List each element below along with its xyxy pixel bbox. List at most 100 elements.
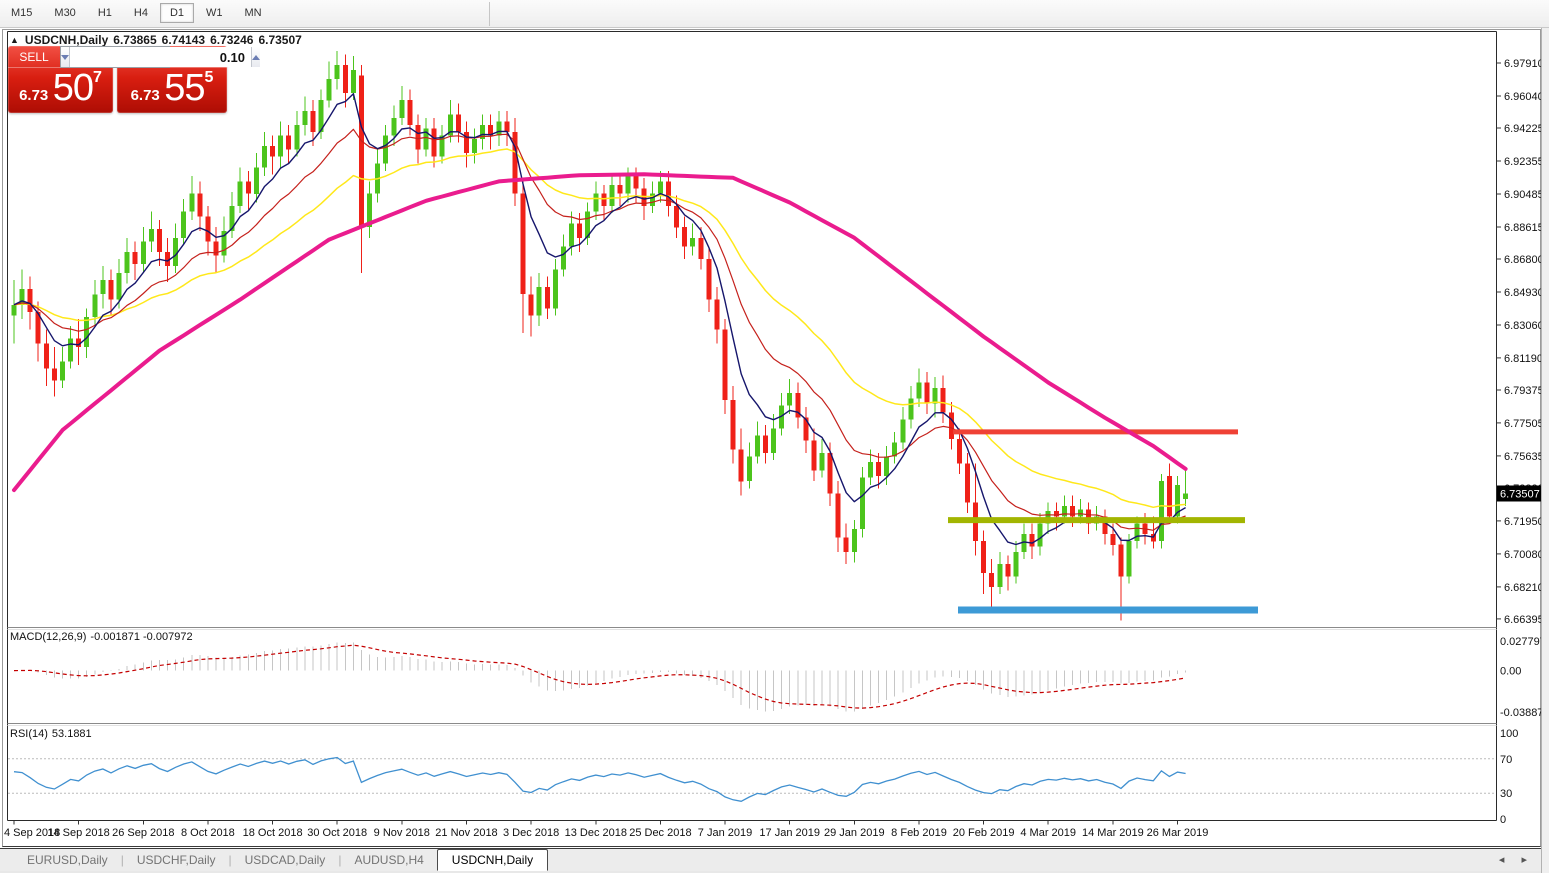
timeframe-button-m15[interactable]: M15 [11,7,33,19]
svg-text:6.79375: 6.79375 [1504,385,1541,397]
svg-text:26 Mar 2019: 26 Mar 2019 [1147,827,1209,839]
svg-text:6.66395: 6.66395 [1504,614,1541,626]
timeframe-toolbar: M15 M30 H1 H4 D1 W1 MN [0,0,1549,28]
svg-text:6.83060: 6.83060 [1504,320,1541,332]
svg-text:6.86800: 6.86800 [1504,254,1541,266]
sell-button[interactable]: SELL [19,50,49,64]
svg-text:4 Mar 2019: 4 Mar 2019 [1020,827,1076,839]
chart-tab-usdcad[interactable]: USDCAD,Daily [244,853,326,867]
svg-text:70: 70 [1500,754,1512,766]
toolbar-separator [489,2,490,26]
timeframe-button-m30[interactable]: M30 [54,7,76,19]
sell-panel: SELL 6.73 507 [8,46,113,113]
ohlc-low: 6.73246 [210,33,254,47]
ma-mid-red [13,128,1186,531]
svg-text:8 Feb 2019: 8 Feb 2019 [891,827,947,839]
rsi-indicator-label: RSI(14) 53.1881 [10,728,96,740]
svg-text:6.92355: 6.92355 [1504,156,1541,168]
chart-tab-eurusd[interactable]: EURUSD,Daily [27,853,108,867]
svg-text:8 Oct 2018: 8 Oct 2018 [181,827,235,839]
svg-text:17 Jan 2019: 17 Jan 2019 [759,827,820,839]
ohlc-open: 6.73865 [113,33,157,47]
macd-panel [13,642,1187,712]
svg-text:18 Oct 2018: 18 Oct 2018 [243,827,303,839]
chart-tab-bar: EURUSD,Daily | USDCHF,Daily | USDCAD,Daily | A… [0,848,1541,871]
rsi-panel [8,756,1496,802]
one-click-trade-panel: SELL 6.73 507 BUY 6.73 555 [8,46,260,113]
macd-name: MACD(12,26,9) [10,631,87,643]
volume-increase-button[interactable] [251,47,260,67]
chart-tab-audusd[interactable]: AUDUSD,H4 [354,853,424,867]
timeframe-button-d1[interactable]: D1 [159,3,194,23]
svg-text:6.96040: 6.96040 [1504,91,1541,103]
tab-separator: | [338,853,342,867]
chart-tab-usdcnh[interactable]: USDCNH,Daily [436,849,549,871]
volume-input[interactable] [70,47,251,67]
svg-text:0.00: 0.00 [1500,666,1521,678]
timeframe-button-h4[interactable]: H4 [133,7,148,19]
buy-price-prefix: 6.73 [130,87,160,104]
chevron-down-icon [61,54,69,60]
svg-text:6.97910: 6.97910 [1504,58,1541,70]
svg-text:6.73507: 6.73507 [1500,489,1540,501]
svg-text:-0.038875: -0.038875 [1500,707,1541,719]
buy-price-sup: 5 [204,69,214,86]
macd-signal-line [13,644,1186,709]
tab-scroll-right-button[interactable]: ▸ [1521,854,1527,866]
buy-price[interactable]: 6.73 555 [117,68,227,110]
timeframe-button-h1[interactable]: H1 [97,7,112,19]
tab-separator: | [120,853,124,867]
svg-text:4 Sep 2018: 4 Sep 2018 [4,827,60,839]
svg-text:14 Sep 2018: 14 Sep 2018 [47,827,109,839]
panel-borders [2,29,1541,847]
chart-window: 6.97910 6.96040 6.94225 6.92355 6.90485 6.886… [0,28,1541,848]
main-price-panel [11,50,1258,621]
chart-tab-usdchf[interactable]: USDCHF,Daily [136,853,216,867]
svg-text:21 Nov 2018: 21 Nov 2018 [435,827,497,839]
ma-fast-navy [13,92,1186,546]
ohlc-close: 6.73507 [258,33,302,47]
svg-text:30 Oct 2018: 30 Oct 2018 [307,827,367,839]
svg-text:13 Dec 2018: 13 Dec 2018 [565,827,627,839]
timeframe-button-mn[interactable]: MN [244,7,262,19]
buy-price-big: 55 [164,67,205,109]
tab-scroll-left-button[interactable]: ◂ [1498,854,1505,866]
svg-text:0.027797: 0.027797 [1500,636,1541,648]
volume-decrease-button[interactable] [61,47,70,67]
ma-slow-yellow [13,148,1186,509]
ma-long-magenta [12,172,1188,493]
sell-price-sup: 7 [93,69,102,86]
svg-text:9 Nov 2018: 9 Nov 2018 [374,827,430,839]
svg-text:6.68210: 6.68210 [1504,582,1541,594]
svg-text:3 Dec 2018: 3 Dec 2018 [503,827,559,839]
chart-tabs: EURUSD,Daily | USDCHF,Daily | USDCAD,Daily | A… [14,849,549,872]
svg-text:30: 30 [1500,788,1512,800]
sell-price[interactable]: 6.73 507 [8,68,113,110]
svg-text:6.90485: 6.90485 [1504,189,1541,201]
svg-text:14 Mar 2019: 14 Mar 2019 [1082,827,1144,839]
timeframe-button-w1[interactable]: W1 [206,7,223,19]
price-scale[interactable]: 6.97910 6.96040 6.94225 6.92355 6.90485 6.886… [1496,58,1542,826]
svg-text:6.94225: 6.94225 [1504,123,1541,135]
current-price-tag: 6.73507 [1497,485,1541,502]
svg-text:6.84930: 6.84930 [1504,287,1541,299]
sell-price-prefix: 6.73 [19,87,49,104]
svg-text:0: 0 [1500,814,1506,826]
macd-indicator-label: MACD(12,26,9) -0.001871 -0.007972 [10,631,197,643]
chart-canvas[interactable]: 6.97910 6.96040 6.94225 6.92355 6.90485 6.886… [0,28,1541,848]
rsi-line [13,756,1186,802]
macd-values: -0.001871 -0.007972 [90,631,193,643]
sell-price-big: 50 [52,67,94,109]
svg-text:6.70080: 6.70080 [1504,549,1541,561]
trade-panel-toggle-icon[interactable]: ▲ [10,35,19,45]
ohlc-high: 6.74143 [161,33,206,47]
rsi-value: 53.1881 [51,728,92,740]
tab-scroll-arrows: ◂ ▸ [1485,853,1527,866]
window-right-edge [1541,28,1549,873]
svg-text:7 Jan 2019: 7 Jan 2019 [698,827,752,839]
chevron-up-icon [252,54,260,60]
svg-text:6.71950: 6.71950 [1504,516,1541,528]
svg-text:6.81190: 6.81190 [1504,353,1541,365]
